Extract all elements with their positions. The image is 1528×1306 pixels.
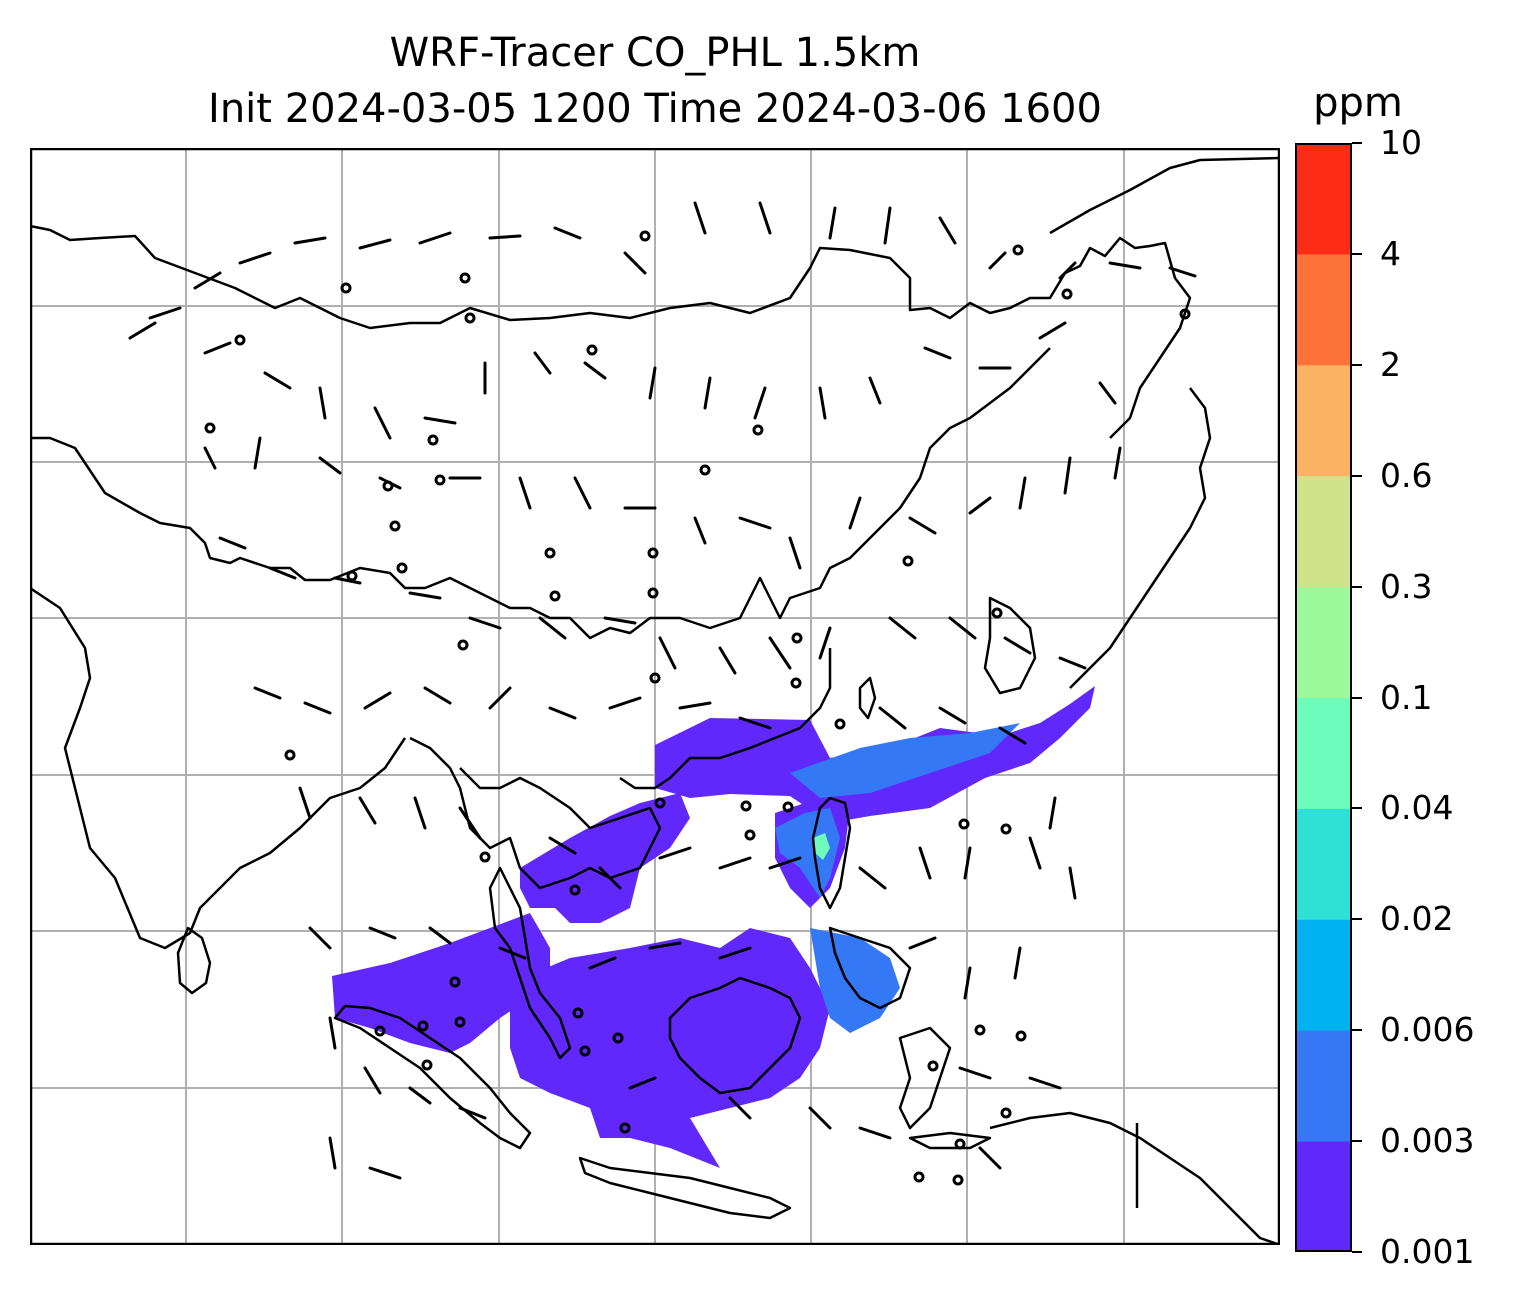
plume-peak (813, 833, 830, 860)
coast-mindanao-visayas (828, 926, 912, 1010)
colorbar-tick-mark (1352, 918, 1362, 921)
colorbar-segment (1295, 475, 1352, 588)
coast-malay-peninsula (488, 866, 572, 1060)
colorbar-segment (1295, 919, 1352, 1031)
coast-russia-china-north (30, 224, 1192, 439)
colorbar-tick-label: 4 (1380, 233, 1401, 273)
coast-taiwan (858, 676, 877, 720)
colorbar-segment (1295, 364, 1352, 477)
coast-china-east (619, 648, 832, 790)
coast-java (578, 1156, 792, 1220)
colorbar-tick-label: 0.02 (1380, 899, 1454, 939)
coast-sulawesi (898, 1026, 952, 1130)
colorbar-tick-mark (1352, 696, 1362, 699)
colorbar-tick-label: 0.001 (1380, 1232, 1475, 1271)
colorbar-tick-label: 2 (1380, 344, 1401, 384)
coast-borneo (668, 976, 802, 1095)
map-panel (30, 148, 1280, 1245)
colorbar-tick-label: 0.6 (1380, 455, 1433, 495)
colorbar-tick-label: 0.3 (1380, 566, 1433, 606)
colorbar-tick-label: 0.04 (1380, 788, 1454, 828)
map-title-line2: Init 2024-03-05 1200 Time 2024-03-06 160… (208, 86, 1102, 132)
colorbar-tick-mark (1352, 807, 1362, 810)
colorbar-tick-mark (1352, 363, 1362, 366)
colorbar-segment (1295, 586, 1352, 698)
colorbar-tick-mark (1352, 1029, 1362, 1032)
colorbar-segment (1295, 1141, 1352, 1252)
colorbar-segment (1295, 697, 1352, 809)
colorbar (1295, 143, 1352, 1252)
colorbar-unit-label: ppm (1313, 80, 1403, 126)
plume-luzon-core (775, 808, 840, 898)
wind-barbs (128, 201, 1197, 1180)
coast-timor (908, 1131, 992, 1150)
colorbar-tick-mark (1352, 252, 1362, 255)
map-title-line1: WRF-Tracer CO_PHL 1.5km (389, 30, 921, 76)
plume-east-band (790, 723, 1020, 798)
colorbar-tick-mark (1352, 474, 1362, 477)
colorbar-segment (1295, 808, 1352, 920)
coast-srilanka (176, 926, 212, 995)
coast-china-interior (30, 347, 1051, 640)
coast-india (30, 586, 407, 950)
colorbar-tick-mark (1352, 1251, 1362, 1253)
plume-south-sea (510, 928, 830, 1168)
coast-sumatra (333, 1004, 532, 1150)
calm-wind-markers (204, 230, 1191, 1186)
colorbar-tick-mark (1352, 1140, 1362, 1143)
tracer-plume (332, 686, 1095, 1168)
coast-korea (983, 596, 1037, 695)
colorbar-segment (1295, 1030, 1352, 1142)
colorbar-segment (1295, 143, 1352, 255)
colorbar-tick-label: 0.006 (1380, 1010, 1475, 1050)
colorbar-tick-mark (1352, 585, 1362, 588)
coast-luzon (811, 796, 852, 910)
colorbar-tick-label: 0.003 (1380, 1121, 1475, 1161)
colorbar-tick-mark (1352, 142, 1362, 144)
colorbar-segment (1295, 253, 1352, 366)
coastlines (30, 156, 1280, 1245)
colorbar-tick-label: 10 (1380, 123, 1422, 162)
coast-japan (1069, 387, 1212, 689)
colorbar-tick-label: 0.1 (1380, 677, 1433, 717)
plume-south-china-sea (520, 793, 690, 923)
plume-south-west (332, 913, 550, 1053)
coast-northeast (1049, 156, 1280, 235)
coast-new-guinea (989, 1111, 1280, 1245)
